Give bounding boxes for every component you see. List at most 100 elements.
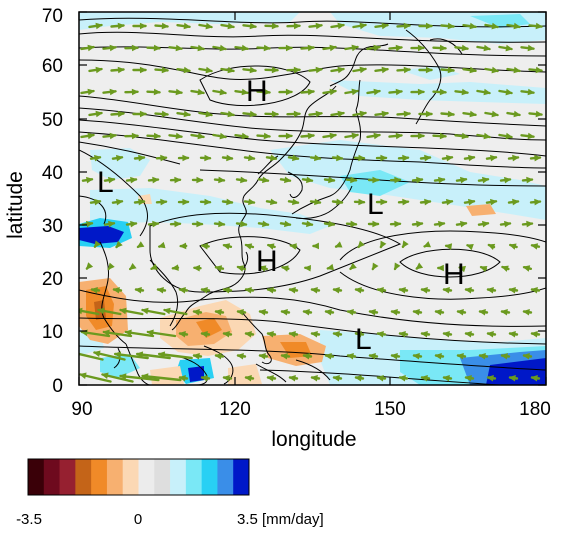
wind-vector-head (434, 309, 442, 316)
wind-vector-head (280, 309, 288, 316)
wind-vector-head (157, 241, 166, 249)
wind-vector-head (395, 44, 403, 52)
wind-vector-head (183, 110, 191, 118)
wind-vector-head (288, 287, 296, 294)
x-tick-labels: 90 120 150 180 (71, 399, 550, 420)
wind-vector-head (160, 198, 168, 206)
wind-vector-head (376, 375, 384, 382)
colorbar-frame (27, 458, 250, 496)
wind-vector-head (491, 22, 499, 30)
wind-vector-head (500, 309, 508, 316)
wind-vector-head (289, 243, 297, 250)
wind-vector-head (490, 198, 498, 206)
wind-vector-head (513, 22, 521, 30)
wind-vector-head (240, 176, 248, 184)
wind-vector-head (478, 353, 486, 360)
wind-vector-head (197, 44, 205, 52)
wind-vector-head (219, 44, 227, 52)
wind-vector-head (469, 110, 477, 118)
wind-vector-head (310, 331, 318, 338)
wind-vector-head (266, 287, 274, 294)
wind-vector-head (526, 220, 534, 228)
colorbar-swatch (217, 459, 234, 495)
wind-vector-head (395, 132, 403, 140)
wind-vector-head (285, 132, 293, 140)
colorbar-min-label: -3.5 (16, 511, 42, 528)
wind-vector-head (293, 110, 301, 118)
wind-vector-head (530, 287, 538, 294)
wind-vector-head (175, 44, 183, 52)
wind-vector-head (394, 176, 402, 184)
wind-vector-head (522, 353, 530, 360)
wind-vector-head (152, 176, 160, 184)
wind-vector-head (150, 263, 158, 270)
wind-vector-head (200, 375, 208, 382)
wind-vector-head (439, 132, 447, 140)
wind-vector-head (285, 44, 293, 52)
wind-vector-head (271, 66, 279, 74)
wind-vector-head (486, 331, 494, 338)
wind-vector-head (119, 373, 127, 380)
wind-vector-head (468, 154, 476, 162)
y-axis-title: latitude (4, 171, 27, 239)
wind-vector-head (439, 88, 447, 96)
wind-vector-head (380, 198, 388, 206)
wind-vector (119, 374, 160, 382)
wind-vector-head (329, 44, 337, 52)
wind-vector-head (222, 287, 230, 294)
wind-vector-head (197, 132, 205, 140)
wind-vector-head (131, 44, 139, 52)
wind-vector-head (483, 132, 491, 140)
wind-vector-head (380, 154, 388, 162)
wind-vector-head (442, 375, 450, 382)
wind-vector-head (205, 110, 213, 118)
wind-vector-head (526, 176, 534, 184)
wind-vector (79, 352, 104, 361)
wind-vector-head (192, 264, 201, 272)
wind-vector-head (303, 265, 311, 272)
wind-vector-head (161, 110, 169, 118)
wind-vector-head (266, 243, 275, 250)
wind-vector-head (456, 309, 464, 316)
wind-vector-head (270, 154, 278, 162)
wind-vector-head (324, 309, 332, 316)
wind-vector-head (505, 88, 513, 96)
wind-vector-head (101, 372, 109, 379)
colorbar-swatch (106, 459, 124, 495)
wind-vector-head (244, 375, 252, 382)
wind-vector-head (326, 263, 334, 271)
wind-vector-head (222, 331, 230, 338)
y-tick-label: 10 (42, 322, 63, 343)
wind-vector-head (258, 353, 266, 360)
wind-vectors (79, 22, 543, 383)
wind-vector-head (513, 110, 521, 118)
wind-vector-head (178, 331, 186, 338)
wind-vector-head (87, 44, 95, 52)
wind-vector-head (527, 44, 535, 52)
wind-vector-head (398, 375, 406, 382)
wind-vector-head (109, 132, 117, 140)
wind-vector-head (182, 198, 190, 206)
colorbar-mid-label: 0 (134, 511, 142, 528)
wind-vector-head (153, 44, 161, 52)
wind-vector-head (116, 154, 124, 162)
wind-vector-head (204, 154, 212, 162)
wind-vector-head (354, 331, 362, 338)
wind-vector-head (444, 243, 453, 250)
x-tick-label: 120 (219, 399, 251, 420)
wind-vector-head (222, 375, 230, 382)
wind-vector-head (460, 176, 468, 184)
wind-vector-head (483, 44, 491, 52)
colorbar-swatch (170, 459, 187, 495)
colorbar-swatch (185, 459, 203, 495)
colorbar-swatch (91, 459, 108, 495)
wind-vector-head (236, 353, 244, 360)
wind-vector-head (464, 375, 472, 382)
wind-vector-head (447, 22, 455, 30)
wind-vector-head (350, 176, 358, 184)
wind-vector-head (204, 198, 212, 206)
wind-vector-head (293, 66, 301, 74)
wind-vector-head (116, 198, 124, 206)
wind-vector-head (512, 198, 520, 206)
wind-vector-head (109, 44, 117, 52)
